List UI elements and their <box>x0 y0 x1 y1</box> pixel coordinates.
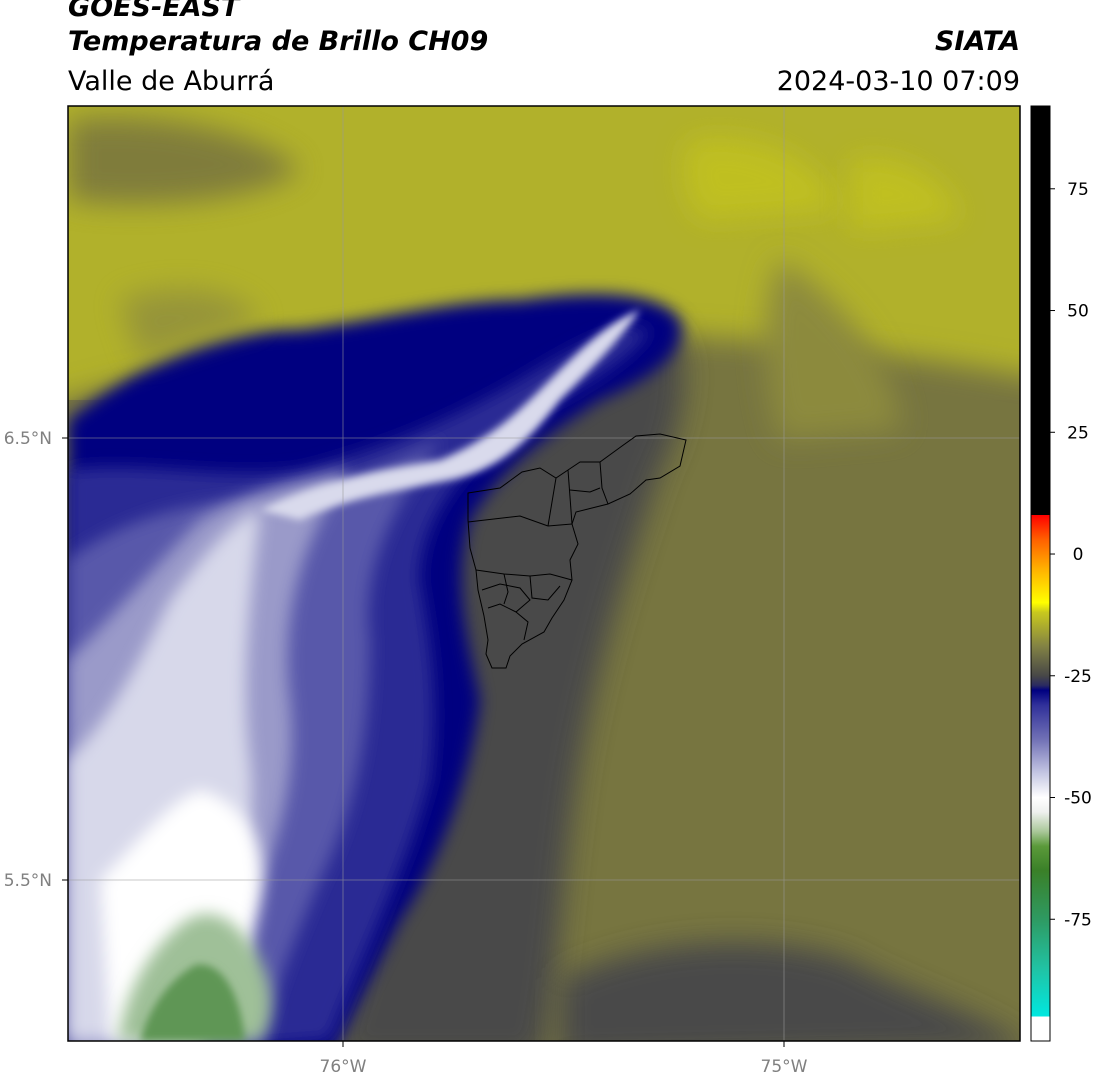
lon-label-75w: 75°W <box>761 1057 808 1077</box>
lat-label-5-5n: 5.5°N <box>4 871 52 891</box>
region-subtitle: Valle de Aburrá <box>68 66 275 97</box>
graticule <box>68 106 1020 1041</box>
colorbar <box>1030 105 1051 1042</box>
colorbar-labels: 75 50 25 0 -25 -50 -75 <box>1064 180 1092 930</box>
colorbar-tick-label: -25 <box>1064 667 1092 687</box>
colorbar-tick-label: 25 <box>1067 423 1089 443</box>
lon-label-76w: 76°W <box>320 1057 367 1077</box>
axis-ticks <box>62 437 785 1047</box>
colorbar-tick-label: -50 <box>1064 789 1092 809</box>
colorbar-tick-label: 75 <box>1067 180 1089 200</box>
aburra-boundaries <box>467 433 687 669</box>
title-satellite: GOES-EAST <box>68 0 240 23</box>
timestamp-label: 2024-03-10 07:09 <box>776 66 1020 97</box>
colorbar-tick-label: 0 <box>1073 545 1084 565</box>
temperature-field <box>68 106 1020 1041</box>
brand-label: SIATA <box>934 26 1020 57</box>
title-product: Temperatura de Brillo CH09 <box>68 26 489 57</box>
colorbar-tick-label: 50 <box>1067 302 1089 322</box>
colorbar-tick-label: -75 <box>1064 910 1092 930</box>
plot-frame <box>67 105 1021 1042</box>
colorbar-ticks <box>1050 188 1055 920</box>
lat-label-6-5n: 6.5°N <box>4 429 52 449</box>
